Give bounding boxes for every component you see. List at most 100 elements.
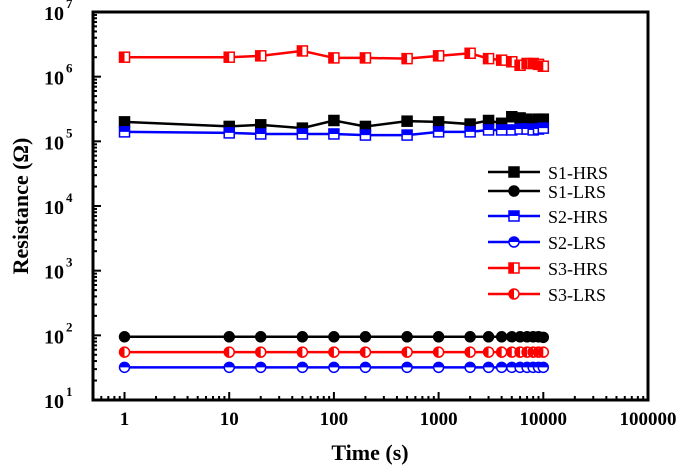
- data-point: [223, 331, 235, 343]
- y-tick-label: 10: [44, 197, 64, 219]
- data-point-fill: [328, 128, 339, 134]
- data-point-fill: [402, 130, 413, 136]
- data-point: [328, 331, 340, 343]
- legend-item: S2-LRS: [488, 233, 606, 253]
- data-point-fill: [528, 58, 534, 69]
- data-point-fill: [496, 347, 502, 358]
- data-point: [432, 116, 445, 128]
- legend-marker-fill: [509, 237, 519, 242]
- legend-item: S2-HRS: [488, 207, 608, 227]
- data-point-fill: [496, 362, 507, 368]
- data-point-fill: [515, 347, 521, 358]
- legend-item: S3-LRS: [488, 285, 606, 305]
- axis-ticks: [92, 11, 649, 401]
- data-point-fill: [255, 128, 266, 134]
- data-point-fill: [224, 362, 235, 368]
- series-s2-lrs: [118, 361, 550, 374]
- data-point-fill: [255, 347, 261, 358]
- x-tick-label: 10000: [520, 409, 568, 430]
- y-tick-label: 10: [44, 326, 64, 348]
- x-tick-label: 1: [120, 409, 130, 430]
- series-s1-hrs: [118, 110, 550, 134]
- x-tick-label: 100000: [620, 409, 677, 430]
- data-point-fill: [360, 347, 366, 358]
- legend-item: S1-HRS: [488, 163, 608, 183]
- legend-label: S1-LRS: [548, 182, 606, 202]
- data-point-fill: [533, 347, 539, 358]
- data-point-fill: [538, 362, 549, 368]
- data-point-fill: [119, 362, 130, 368]
- data-point: [537, 331, 550, 344]
- data-point: [328, 114, 340, 127]
- data-point-fill: [402, 53, 408, 64]
- data-point-fill: [119, 347, 125, 358]
- data-point-fill: [297, 347, 303, 358]
- data-point-fill: [483, 53, 489, 64]
- data-point-fill: [496, 124, 507, 130]
- x-tick-label: 100: [320, 409, 349, 430]
- legend-label: S2-LRS: [548, 233, 606, 253]
- legend-marker: [508, 185, 520, 197]
- series-group: [118, 45, 550, 374]
- y-tick-exponent: 3: [66, 255, 73, 270]
- data-point-fill: [119, 126, 130, 132]
- data-point-fill: [360, 130, 371, 136]
- data-point-fill: [515, 60, 521, 71]
- data-point-fill: [483, 362, 494, 368]
- y-tick-exponent: 2: [66, 319, 73, 334]
- data-point-fill: [483, 347, 489, 358]
- data-point-fill: [522, 58, 528, 69]
- y-tick-exponent: 4: [66, 190, 73, 205]
- legend-marker: [508, 166, 520, 178]
- data-point-fill: [297, 128, 308, 134]
- data-point-fill: [522, 124, 533, 130]
- x-tick-label: 10: [220, 409, 239, 430]
- data-point-fill: [506, 362, 517, 368]
- y-tick-exponent: 5: [66, 125, 73, 140]
- data-point-fill: [465, 362, 476, 368]
- legend-label: S3-LRS: [548, 285, 606, 305]
- data-point-fill: [402, 347, 408, 358]
- legend-marker-fill: [509, 289, 514, 299]
- data-point-fill: [433, 50, 439, 61]
- data-point-fill: [224, 52, 230, 63]
- y-tick-exponent: 6: [66, 61, 73, 76]
- legend-label: S2-HRS: [548, 207, 608, 227]
- y-tick-label: 10: [44, 68, 64, 90]
- data-point: [359, 331, 372, 343]
- legend-marker-fill: [509, 211, 519, 216]
- y-tick-label: 10: [44, 391, 64, 413]
- data-point-fill: [328, 362, 339, 368]
- data-point-fill: [119, 52, 125, 63]
- data-point: [495, 331, 508, 343]
- data-point-fill: [433, 347, 439, 358]
- legend-item: S1-LRS: [488, 182, 606, 202]
- data-point-fill: [360, 52, 366, 63]
- data-point-fill: [465, 126, 476, 132]
- data-point-fill: [483, 124, 494, 130]
- data-point-fill: [538, 347, 544, 358]
- x-tick-label: 1000: [420, 409, 458, 430]
- legend-label: S1-HRS: [548, 163, 608, 183]
- data-point-fill: [328, 347, 334, 358]
- data-point-fill: [538, 123, 549, 129]
- data-point: [296, 331, 309, 343]
- data-point-fill: [433, 362, 444, 368]
- data-point-fill: [297, 362, 308, 368]
- y-tick-exponent: 7: [66, 0, 73, 11]
- data-point-fill: [528, 347, 534, 358]
- y-axis-label: Resistance (Ω): [8, 138, 33, 275]
- data-point-fill: [360, 362, 371, 368]
- data-point-fill: [328, 52, 334, 63]
- data-point-fill: [538, 61, 544, 72]
- data-point-fill: [515, 124, 526, 130]
- data-point-fill: [433, 126, 444, 132]
- data-point: [482, 331, 495, 343]
- y-tick-exponent: 1: [66, 384, 73, 399]
- data-point: [464, 331, 476, 343]
- data-point-fill: [506, 56, 512, 67]
- data-point-fill: [506, 347, 512, 358]
- data-point-fill: [255, 50, 261, 61]
